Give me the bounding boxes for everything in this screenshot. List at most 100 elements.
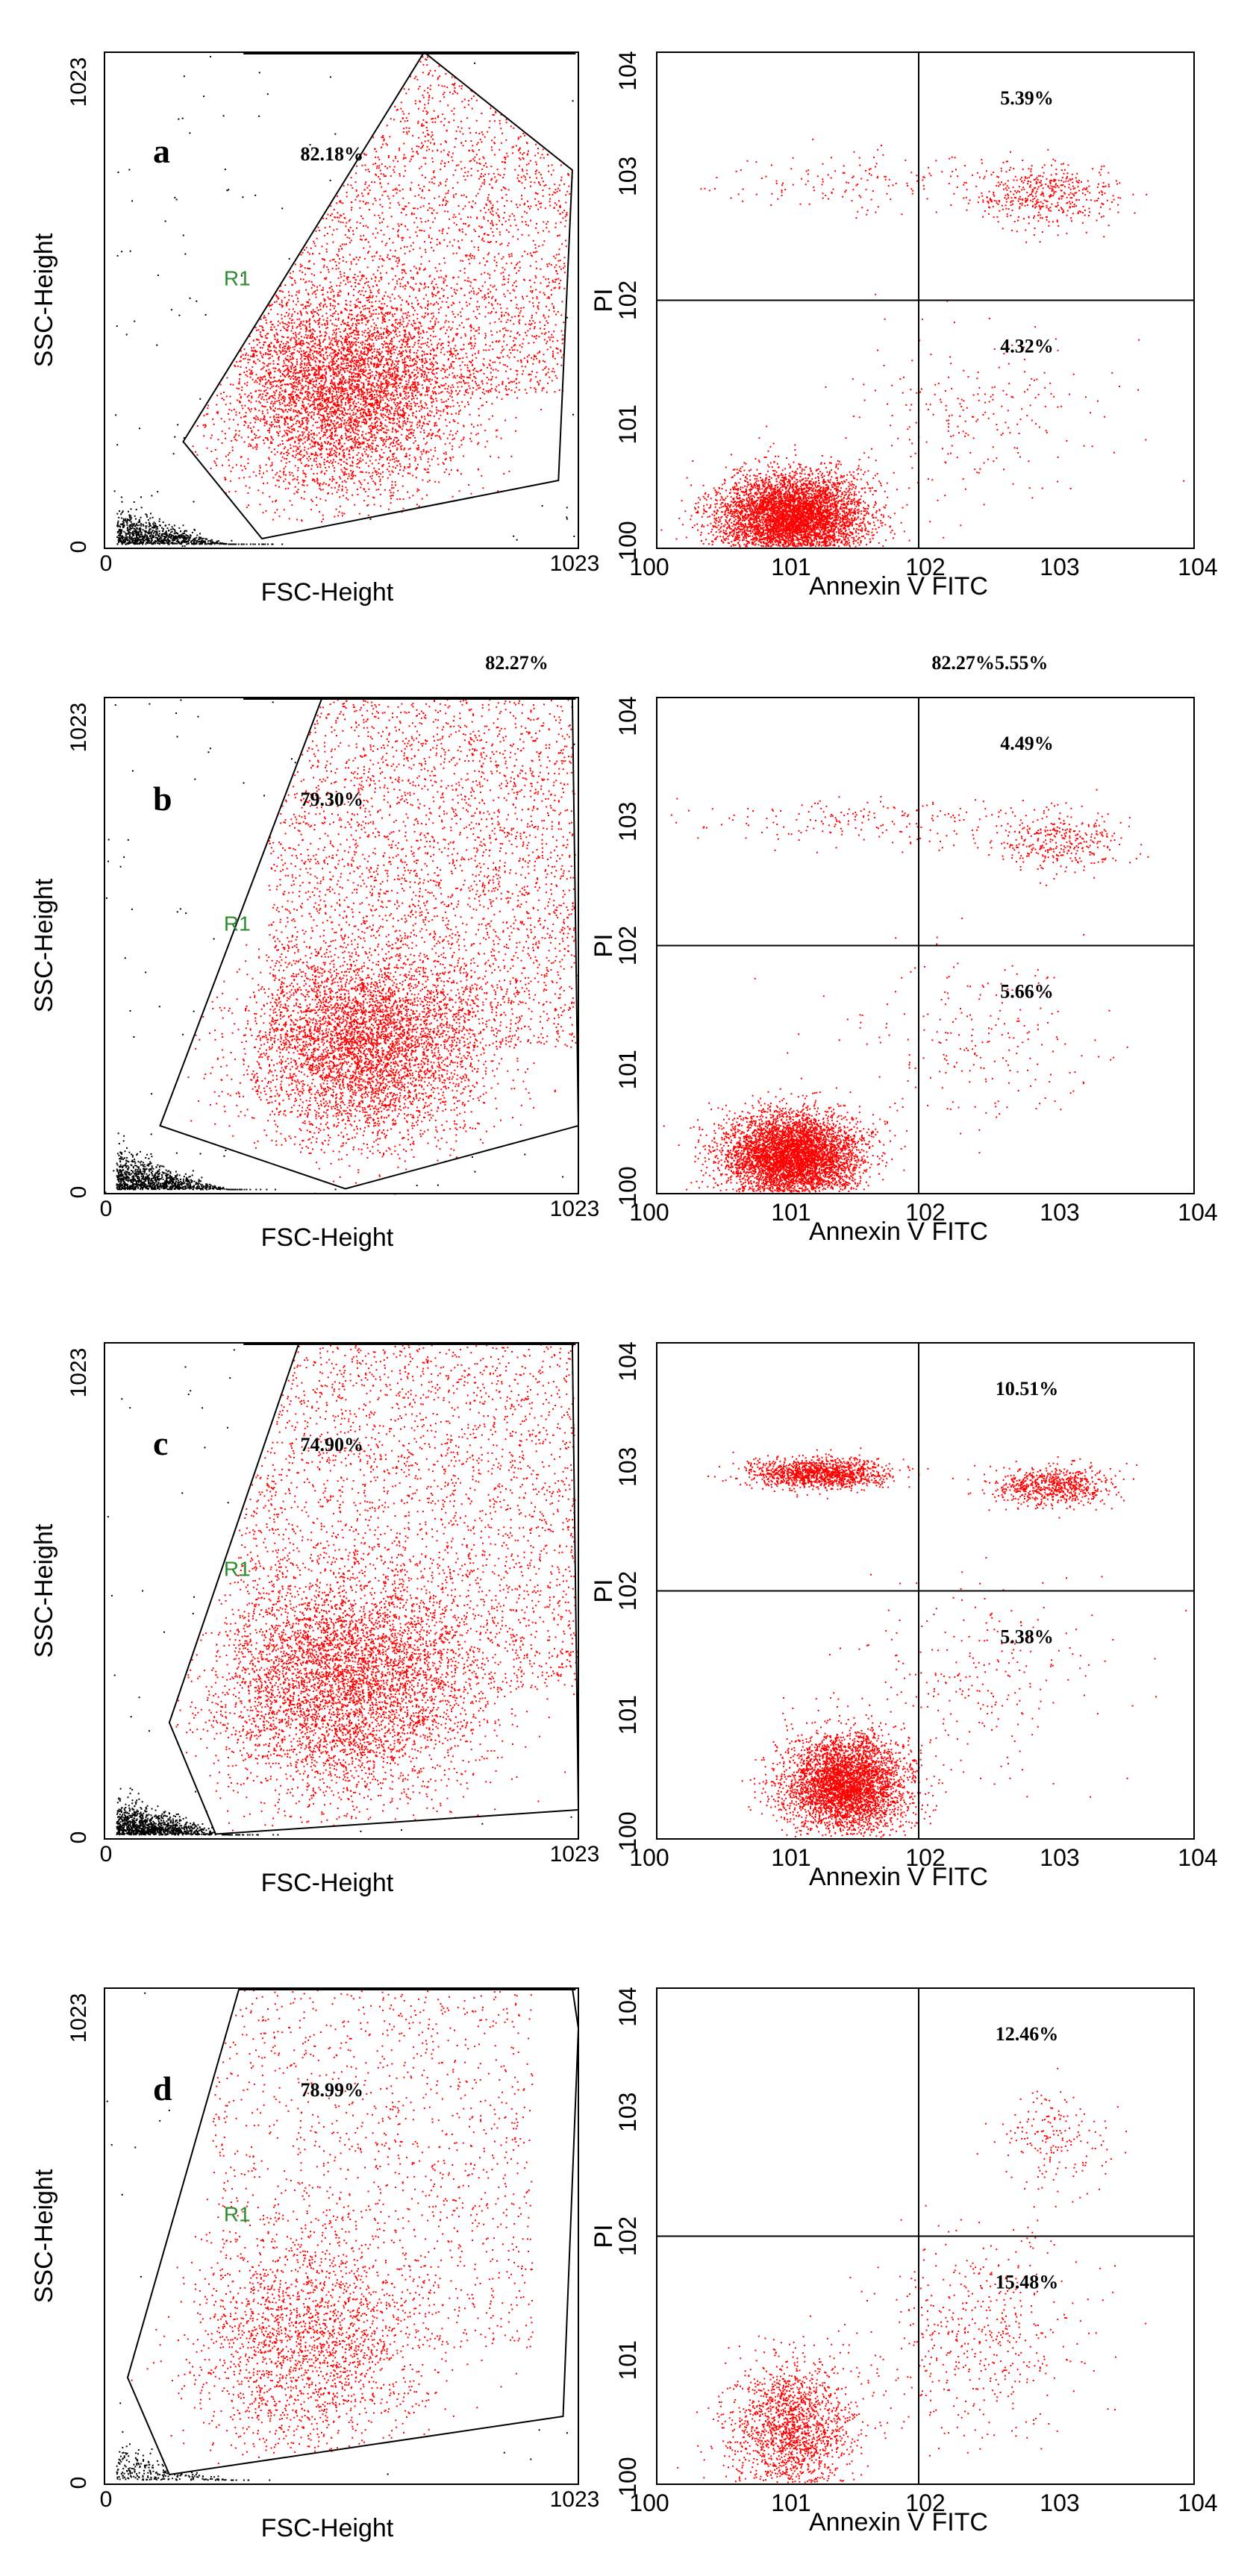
x-tick-label: 100 bbox=[629, 554, 669, 580]
plot-frame bbox=[104, 51, 579, 549]
y-tick-label: 0 bbox=[66, 1831, 91, 1844]
y-tick-label: 0 bbox=[66, 2477, 91, 2489]
y-tick-label: 1023 bbox=[66, 1993, 91, 2043]
panel-letter: d bbox=[153, 2069, 172, 2108]
panel-letter: b bbox=[153, 780, 172, 818]
y-tick-label: 102 bbox=[614, 926, 641, 965]
y-tick-label: 104 bbox=[614, 1987, 641, 2026]
gate-R1-polygon bbox=[182, 51, 573, 540]
x-tick-label: 0 bbox=[100, 2487, 113, 2512]
y-tick-label: 104 bbox=[614, 696, 641, 736]
gate-name-label: R1 bbox=[224, 267, 251, 290]
y-tick-label: 102 bbox=[614, 2216, 641, 2256]
x-tick-label: 104 bbox=[1178, 554, 1217, 580]
panel-b-annexin-pi bbox=[656, 697, 1195, 1194]
gate-R1-polygon bbox=[168, 1342, 580, 1835]
gate-R1-polygon bbox=[126, 1987, 580, 2476]
panel-c-annexin-pi bbox=[656, 1342, 1195, 1840]
x-tick-label: 102 bbox=[905, 1844, 945, 1871]
panel-c-scatter-gate bbox=[104, 1342, 580, 1840]
gate-R1-polygon bbox=[159, 697, 580, 1190]
y-tick-label: 1023 bbox=[66, 1348, 91, 1398]
x-tick-label: 101 bbox=[771, 2489, 810, 2516]
y-tick-label: 102 bbox=[614, 1571, 641, 1611]
header-percent: 82.27% bbox=[485, 652, 549, 674]
gate-name-label: R1 bbox=[224, 2203, 251, 2226]
x-axis-label: FSC-Height bbox=[261, 1869, 394, 1897]
y-tick-label: 100 bbox=[614, 521, 641, 560]
y-tick-label: 0 bbox=[66, 1186, 91, 1199]
y-tick-label: 103 bbox=[614, 2093, 641, 2132]
annexin-events bbox=[677, 2067, 1147, 2483]
y-axis-label: PI bbox=[590, 2224, 618, 2248]
y-tick-label: 104 bbox=[614, 51, 641, 90]
gate-name-label: R1 bbox=[224, 912, 251, 936]
gate-percent: 78.99% bbox=[301, 2079, 364, 2101]
upper-right-percent: 4.49% bbox=[1000, 733, 1054, 754]
x-tick-label: 103 bbox=[1040, 1199, 1079, 1226]
plot-frame bbox=[104, 1987, 579, 2485]
y-tick-label: 102 bbox=[614, 281, 641, 320]
y-axis-label: SSC-Height bbox=[30, 233, 58, 367]
y-tick-label: 0 bbox=[66, 541, 91, 554]
x-axis-label: FSC-Height bbox=[261, 1223, 394, 1252]
x-tick-label: 0 bbox=[100, 551, 113, 576]
x-tick-label: 100 bbox=[629, 1844, 669, 1871]
y-tick-label: 100 bbox=[614, 1166, 641, 1206]
y-axis-label: SSC-Height bbox=[30, 1523, 58, 1658]
x-tick-label: 102 bbox=[905, 2489, 945, 2516]
gate-percent: 79.30% bbox=[301, 789, 364, 810]
header-percent: 82.27%5.55% bbox=[931, 652, 1048, 674]
y-tick-label: 101 bbox=[614, 2340, 641, 2380]
y-axis-label: PI bbox=[590, 1579, 618, 1602]
upper-right-percent: 5.39% bbox=[1000, 87, 1054, 109]
panel-letter: c bbox=[153, 1424, 168, 1462]
event-dots bbox=[104, 698, 578, 1195]
lower-right-percent: 5.38% bbox=[1000, 1626, 1054, 1648]
x-tick-label: 100 bbox=[629, 2489, 669, 2516]
y-tick-label: 100 bbox=[614, 2457, 641, 2496]
x-tick-label: 104 bbox=[1178, 2489, 1217, 2516]
y-tick-label: 1023 bbox=[66, 703, 91, 753]
y-tick-label: 1023 bbox=[66, 57, 91, 107]
x-axis-label: FSC-Height bbox=[261, 578, 394, 607]
lower-right-percent: 15.48% bbox=[996, 2272, 1059, 2293]
y-axis-label: PI bbox=[590, 933, 618, 957]
x-tick-label: 1023 bbox=[550, 2487, 600, 2512]
panel-b-scatter-gate bbox=[104, 697, 580, 1195]
upper-right-percent: 12.46% bbox=[996, 2023, 1059, 2045]
gate-percent: 74.90% bbox=[301, 1434, 364, 1455]
y-axis-label: PI bbox=[590, 288, 618, 312]
gated-events bbox=[131, 1990, 534, 2465]
event-dots bbox=[677, 2067, 1147, 2483]
x-tick-label: 1023 bbox=[550, 551, 600, 576]
x-axis-label: Annexin V FITC bbox=[809, 1218, 988, 1246]
x-tick-label: 103 bbox=[1040, 2489, 1079, 2516]
x-tick-label: 100 bbox=[629, 1199, 669, 1226]
x-tick-label: 102 bbox=[905, 1199, 945, 1226]
y-tick-label: 103 bbox=[614, 802, 641, 842]
x-tick-label: 0 bbox=[100, 1197, 113, 1221]
x-tick-label: 104 bbox=[1178, 1844, 1217, 1871]
y-tick-label: 104 bbox=[614, 1341, 641, 1381]
x-axis-label: Annexin V FITC bbox=[809, 1863, 988, 1891]
y-tick-label: 101 bbox=[614, 1695, 641, 1734]
x-tick-label: 101 bbox=[771, 554, 810, 580]
y-tick-label: 103 bbox=[614, 1447, 641, 1487]
panel-a-annexin-pi bbox=[656, 51, 1195, 549]
panel-letter: a bbox=[153, 132, 170, 170]
x-tick-label: 103 bbox=[1040, 1844, 1079, 1871]
event-dots bbox=[106, 1989, 576, 2481]
x-tick-label: 102 bbox=[905, 554, 945, 580]
event-dots bbox=[113, 53, 576, 548]
y-axis-label: SSC-Height bbox=[30, 878, 58, 1012]
x-axis-label: Annexin V FITC bbox=[809, 572, 988, 601]
gated-events bbox=[187, 699, 578, 1184]
x-tick-label: 1023 bbox=[550, 1842, 600, 1867]
x-tick-label: 104 bbox=[1178, 1199, 1217, 1226]
y-tick-label: 100 bbox=[614, 1811, 641, 1851]
x-tick-label: 101 bbox=[771, 1199, 810, 1226]
gate-percent: 82.18% bbox=[301, 143, 364, 165]
x-axis-label: FSC-Height bbox=[261, 2514, 394, 2542]
y-axis-label: SSC-Height bbox=[30, 2169, 58, 2303]
